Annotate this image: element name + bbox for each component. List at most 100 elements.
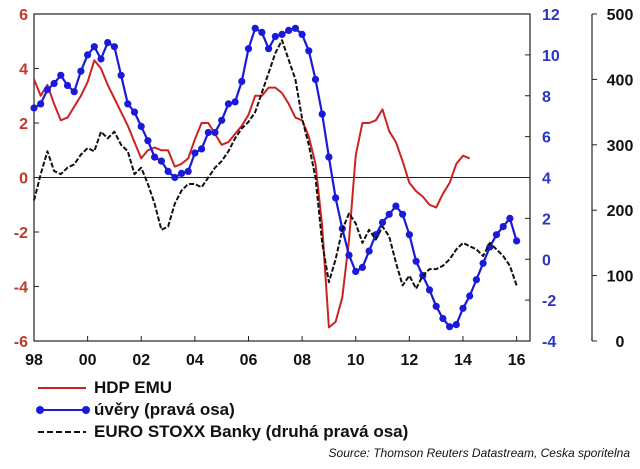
series-point (231, 98, 239, 106)
legend-label-uvery: úvěry (pravá osa) (94, 400, 235, 419)
legend: HDP EMU úvěry (pravá osa) EURO STOXX Ban… (34, 377, 634, 443)
series-point (285, 26, 293, 34)
series-point (352, 267, 360, 276)
series-point (77, 67, 85, 75)
series-point (365, 247, 373, 255)
right-axis-tick-label: 300 (607, 138, 634, 155)
series-point (271, 32, 279, 41)
x-axis-tick-label: 06 (240, 352, 258, 369)
series-point (298, 30, 306, 38)
mid-axis-tick-label: 8 (542, 89, 551, 106)
legend-item-hdp: HDP EMU (34, 377, 634, 399)
right-axis-tick-label: 100 (607, 269, 634, 286)
series-point (399, 210, 407, 218)
mid-axis-tick-label: 2 (542, 211, 551, 228)
mid-axis-tick-label: 4 (542, 171, 551, 188)
x-axis-tick-label: 02 (132, 352, 150, 369)
series-point (130, 108, 139, 116)
right-axis-tick-label: 0 (616, 334, 625, 351)
legend-swatch-stoxx (38, 431, 86, 433)
series-point (177, 169, 186, 177)
series-point (345, 251, 353, 259)
x-axis-tick-label: 04 (186, 352, 204, 369)
right-axis-tick-label: 500 (607, 7, 634, 24)
mid-axis-tick-label: 12 (542, 7, 560, 24)
series-point (311, 75, 320, 83)
series-point (238, 77, 246, 85)
series-line-2 (33, 39, 518, 290)
series-point (459, 304, 467, 312)
legend-swatch-uvery (36, 406, 90, 414)
x-axis-tick-label: 00 (79, 352, 97, 369)
series-point (204, 128, 212, 137)
series-point (43, 86, 52, 94)
series-point (486, 243, 494, 251)
legend-item-stoxx: EURO STOXX Banky (druhá pravá osa) (34, 421, 634, 443)
series-point (499, 223, 507, 231)
left-axis-tick-label: 6 (19, 7, 28, 24)
series-point (137, 122, 145, 130)
series-point (124, 100, 132, 108)
series-point (452, 321, 460, 329)
series-point (479, 259, 487, 267)
x-axis-tick-label: 14 (454, 352, 472, 369)
right-axis-tick-label: 400 (607, 72, 634, 89)
series-point (211, 128, 219, 137)
x-axis-tick-label: 16 (508, 352, 526, 369)
left-axis-tick-label: 4 (19, 62, 28, 79)
series-point (278, 30, 286, 38)
series-point (63, 81, 72, 90)
series-point (325, 153, 333, 161)
series-point (198, 145, 206, 153)
mid-axis-tick-label: -4 (542, 334, 556, 351)
series-point (258, 28, 266, 36)
series-point (392, 202, 400, 210)
series-point (224, 100, 232, 108)
mid-axis-tick-label: -2 (542, 293, 556, 310)
series-point (378, 218, 387, 227)
series-point (30, 104, 38, 112)
series-point (184, 167, 192, 175)
series-point (513, 237, 521, 245)
legend-label-stoxx: EURO STOXX Banky (druhá pravá osa) (94, 422, 409, 441)
series-point (50, 79, 58, 88)
source-note: Source: Thomson Reuters Datastream, Cesk… (328, 446, 630, 460)
legend-item-uvery: úvěry (pravá osa) (34, 399, 634, 421)
left-axis-tick-label: -2 (14, 225, 28, 242)
series-point (405, 231, 413, 239)
mid-axis-tick-label: 10 (542, 48, 560, 65)
series-point (90, 43, 98, 51)
left-axis-tick-label: 2 (19, 116, 28, 133)
series-line-0 (33, 59, 471, 329)
series-point (492, 231, 501, 239)
series-point (117, 71, 125, 79)
series-point (151, 153, 159, 161)
left-axis-tick-label: 0 (19, 171, 28, 188)
series-point (104, 39, 112, 47)
series-point (425, 286, 434, 294)
chart: 6420-2-4-6121086420-2-450040030020010009… (14, 7, 634, 369)
mid-axis-tick-label: 6 (542, 130, 551, 147)
series-point (291, 24, 299, 32)
series-point (305, 47, 313, 55)
series-point (318, 110, 326, 118)
series-point (164, 167, 172, 175)
series-point (97, 55, 105, 63)
series-point (57, 71, 65, 79)
x-axis-tick-label: 98 (25, 352, 43, 369)
x-axis-tick-label: 12 (400, 352, 418, 369)
series-point (265, 45, 273, 53)
legend-label-hdp: HDP EMU (94, 378, 173, 397)
series-point (191, 149, 199, 157)
left-axis-tick-label: -4 (14, 280, 28, 297)
mid-axis-tick-label: 0 (542, 252, 551, 269)
series-point (439, 314, 447, 323)
series-point (385, 210, 393, 218)
series-point (218, 116, 226, 124)
series-point (70, 88, 78, 96)
series-point (171, 173, 179, 182)
series-point (446, 323, 454, 331)
series-point (251, 24, 259, 32)
right-axis-tick-label: 200 (607, 203, 634, 220)
series-point (358, 263, 366, 271)
